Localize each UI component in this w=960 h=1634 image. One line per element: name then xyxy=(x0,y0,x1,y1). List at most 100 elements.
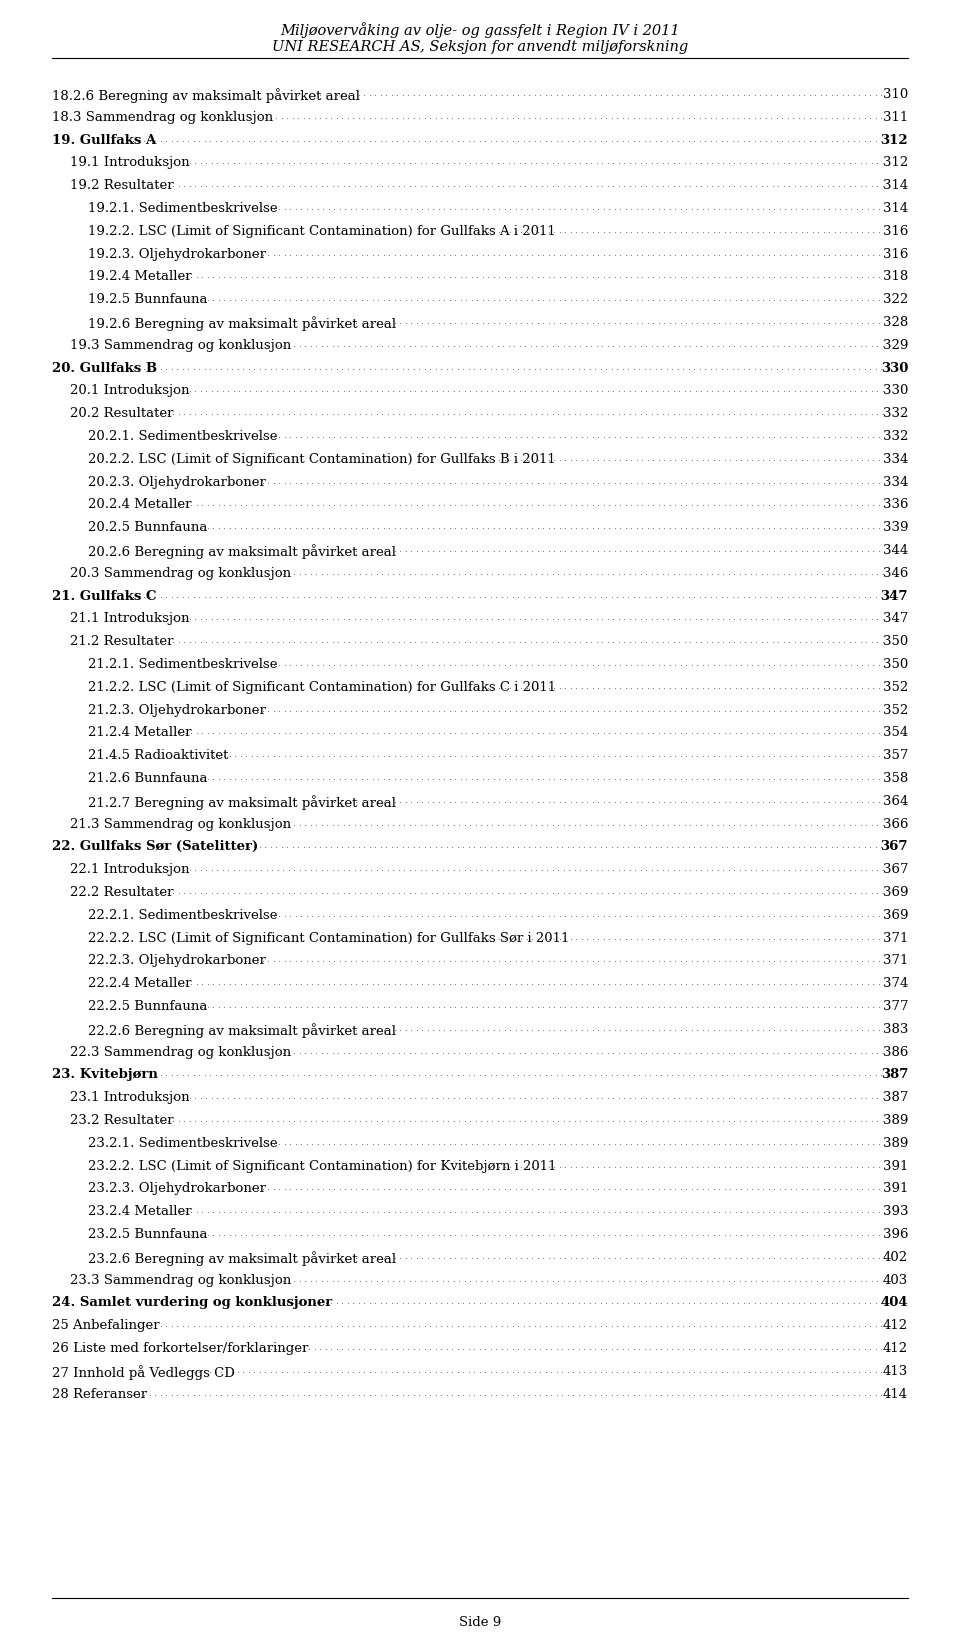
Text: 377: 377 xyxy=(882,1000,908,1013)
Text: 22.2.6 Beregning av maksimalt påvirket areal: 22.2.6 Beregning av maksimalt påvirket a… xyxy=(88,1023,396,1038)
Text: 387: 387 xyxy=(880,1069,908,1082)
Text: 19.2.2. LSC (Limit of Significant Contamination) for Gullfaks A i 2011: 19.2.2. LSC (Limit of Significant Contam… xyxy=(88,225,556,239)
Text: 19. Gullfaks A: 19. Gullfaks A xyxy=(52,134,156,147)
Text: 23.2.1. Sedimentbeskrivelse: 23.2.1. Sedimentbeskrivelse xyxy=(88,1137,277,1150)
Text: 334: 334 xyxy=(882,453,908,466)
Text: 350: 350 xyxy=(883,659,908,672)
Text: 21.4.5 Radioaktivitet: 21.4.5 Radioaktivitet xyxy=(88,750,228,761)
Text: 354: 354 xyxy=(883,727,908,740)
Text: 371: 371 xyxy=(882,931,908,944)
Text: 350: 350 xyxy=(883,636,908,649)
Text: 383: 383 xyxy=(882,1023,908,1036)
Text: 23.1 Introduksjon: 23.1 Introduksjon xyxy=(70,1092,190,1105)
Text: 22.3 Sammendrag og konklusjon: 22.3 Sammendrag og konklusjon xyxy=(70,1046,291,1059)
Text: 21.2.2. LSC (Limit of Significant Contamination) for Gullfaks C i 2011: 21.2.2. LSC (Limit of Significant Contam… xyxy=(88,681,556,694)
Text: 346: 346 xyxy=(882,567,908,580)
Text: 20.2 Resultater: 20.2 Resultater xyxy=(70,407,174,420)
Text: 369: 369 xyxy=(882,909,908,922)
Text: 20.3 Sammendrag og konklusjon: 20.3 Sammendrag og konklusjon xyxy=(70,567,291,580)
Text: 20.2.3. Oljehydrokarboner: 20.2.3. Oljehydrokarboner xyxy=(88,475,266,489)
Text: 26 Liste med forkortelser/forklaringer: 26 Liste med forkortelser/forklaringer xyxy=(52,1342,308,1355)
Text: 22. Gullfaks Sør (Satelitter): 22. Gullfaks Sør (Satelitter) xyxy=(52,840,258,853)
Text: 347: 347 xyxy=(880,590,908,603)
Text: 339: 339 xyxy=(882,521,908,534)
Text: 311: 311 xyxy=(883,111,908,124)
Text: 23.2.3. Oljehydrokarboner: 23.2.3. Oljehydrokarboner xyxy=(88,1183,266,1196)
Text: 18.2.6 Beregning av maksimalt påvirket areal: 18.2.6 Beregning av maksimalt påvirket a… xyxy=(52,88,360,103)
Text: 334: 334 xyxy=(882,475,908,489)
Text: 367: 367 xyxy=(882,863,908,876)
Text: 19.2.1. Sedimentbeskrivelse: 19.2.1. Sedimentbeskrivelse xyxy=(88,203,277,216)
Text: 24. Samlet vurdering og konklusjoner: 24. Samlet vurdering og konklusjoner xyxy=(52,1296,332,1309)
Text: 28 Referanser: 28 Referanser xyxy=(52,1387,147,1400)
Text: 352: 352 xyxy=(883,704,908,717)
Text: 27 Innhold på Vedleggs CD: 27 Innhold på Vedleggs CD xyxy=(52,1364,235,1379)
Text: 347: 347 xyxy=(882,613,908,626)
Text: 329: 329 xyxy=(882,338,908,351)
Text: 312: 312 xyxy=(883,157,908,170)
Text: 19.2.6 Beregning av maksimalt påvirket areal: 19.2.6 Beregning av maksimalt påvirket a… xyxy=(88,315,396,330)
Text: 310: 310 xyxy=(883,88,908,101)
Text: 387: 387 xyxy=(882,1092,908,1105)
Text: 393: 393 xyxy=(882,1206,908,1219)
Text: 20.2.6 Beregning av maksimalt påvirket areal: 20.2.6 Beregning av maksimalt påvirket a… xyxy=(88,544,396,559)
Text: 20.1 Introduksjon: 20.1 Introduksjon xyxy=(70,384,189,397)
Text: 19.3 Sammendrag og konklusjon: 19.3 Sammendrag og konklusjon xyxy=(70,338,291,351)
Text: 357: 357 xyxy=(882,750,908,761)
Text: 358: 358 xyxy=(883,771,908,784)
Text: 19.2.4 Metaller: 19.2.4 Metaller xyxy=(88,270,192,283)
Text: 336: 336 xyxy=(882,498,908,511)
Text: 21.2.3. Oljehydrokarboner: 21.2.3. Oljehydrokarboner xyxy=(88,704,266,717)
Text: 19.2.3. Oljehydrokarboner: 19.2.3. Oljehydrokarboner xyxy=(88,248,266,260)
Text: 20.2.5 Bunnfauna: 20.2.5 Bunnfauna xyxy=(88,521,207,534)
Text: 23.2.5 Bunnfauna: 23.2.5 Bunnfauna xyxy=(88,1229,207,1240)
Text: 22.2.5 Bunnfauna: 22.2.5 Bunnfauna xyxy=(88,1000,207,1013)
Text: 367: 367 xyxy=(880,840,908,853)
Text: 22.2 Resultater: 22.2 Resultater xyxy=(70,886,174,899)
Text: 21.2 Resultater: 21.2 Resultater xyxy=(70,636,174,649)
Text: 19.2 Resultater: 19.2 Resultater xyxy=(70,180,174,193)
Text: 391: 391 xyxy=(882,1183,908,1196)
Text: 352: 352 xyxy=(883,681,908,694)
Text: 23.2.4 Metaller: 23.2.4 Metaller xyxy=(88,1206,192,1219)
Text: 391: 391 xyxy=(882,1160,908,1173)
Text: 19.1 Introduksjon: 19.1 Introduksjon xyxy=(70,157,190,170)
Text: 386: 386 xyxy=(882,1046,908,1059)
Text: 369: 369 xyxy=(882,886,908,899)
Text: 402: 402 xyxy=(883,1250,908,1263)
Text: 22.2.4 Metaller: 22.2.4 Metaller xyxy=(88,977,191,990)
Text: 403: 403 xyxy=(883,1273,908,1286)
Text: 21.2.1. Sedimentbeskrivelse: 21.2.1. Sedimentbeskrivelse xyxy=(88,659,277,672)
Text: 389: 389 xyxy=(882,1114,908,1127)
Text: 318: 318 xyxy=(883,270,908,283)
Text: 20.2.4 Metaller: 20.2.4 Metaller xyxy=(88,498,191,511)
Text: Miljøovervåking av olje- og gassfelt i Region IV i 2011: Miljøovervåking av olje- og gassfelt i R… xyxy=(280,21,680,38)
Text: 21.2.7 Beregning av maksimalt påvirket areal: 21.2.7 Beregning av maksimalt påvirket a… xyxy=(88,794,396,810)
Text: 20.2.1. Sedimentbeskrivelse: 20.2.1. Sedimentbeskrivelse xyxy=(88,430,277,443)
Text: 396: 396 xyxy=(882,1229,908,1240)
Text: 366: 366 xyxy=(882,817,908,830)
Text: 21.3 Sammendrag og konklusjon: 21.3 Sammendrag og konklusjon xyxy=(70,817,291,830)
Text: 22.2.3. Oljehydrokarboner: 22.2.3. Oljehydrokarboner xyxy=(88,954,266,967)
Text: 332: 332 xyxy=(882,430,908,443)
Text: 414: 414 xyxy=(883,1387,908,1400)
Text: 314: 314 xyxy=(883,180,908,193)
Text: 21. Gullfaks C: 21. Gullfaks C xyxy=(52,590,156,603)
Text: 23. Kvitebjørn: 23. Kvitebjørn xyxy=(52,1069,157,1082)
Text: Side 9: Side 9 xyxy=(459,1616,501,1629)
Text: 364: 364 xyxy=(882,794,908,807)
Text: 322: 322 xyxy=(883,292,908,306)
Text: 332: 332 xyxy=(882,407,908,420)
Text: 18.3 Sammendrag og konklusjon: 18.3 Sammendrag og konklusjon xyxy=(52,111,274,124)
Text: 330: 330 xyxy=(880,361,908,374)
Text: 413: 413 xyxy=(883,1364,908,1377)
Text: 21.2.6 Bunnfauna: 21.2.6 Bunnfauna xyxy=(88,771,207,784)
Text: 314: 314 xyxy=(883,203,908,216)
Text: 316: 316 xyxy=(882,248,908,260)
Text: 23.2.6 Beregning av maksimalt påvirket areal: 23.2.6 Beregning av maksimalt påvirket a… xyxy=(88,1250,396,1266)
Text: 312: 312 xyxy=(880,134,908,147)
Text: 412: 412 xyxy=(883,1319,908,1332)
Text: 344: 344 xyxy=(883,544,908,557)
Text: 19.2.5 Bunnfauna: 19.2.5 Bunnfauna xyxy=(88,292,207,306)
Text: 371: 371 xyxy=(882,954,908,967)
